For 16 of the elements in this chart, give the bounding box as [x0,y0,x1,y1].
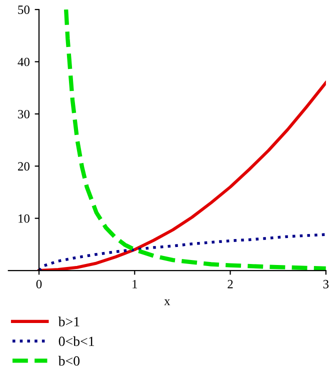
legend-label: b>1 [58,316,80,326]
x-tick-label: 1 [132,280,138,288]
x-tick-label: 2 [228,280,233,288]
x-tick-label: 3 [323,280,329,288]
y-tick-label: 10 [18,214,30,223]
y-tick-label: 30 [18,110,30,118]
y-tick-label: 20 [18,162,30,171]
y-tick-label: 40 [18,58,30,66]
line-series [37,81,326,271]
x-tick-label: 0 [36,280,42,288]
legend-label: b<0 [58,356,80,366]
line-series [64,10,326,271]
legend-label: 0<b<1 [58,336,94,346]
y-tick-label: 50 [18,6,30,14]
line-series [38,233,326,271]
x-axis-title: x [164,299,170,306]
